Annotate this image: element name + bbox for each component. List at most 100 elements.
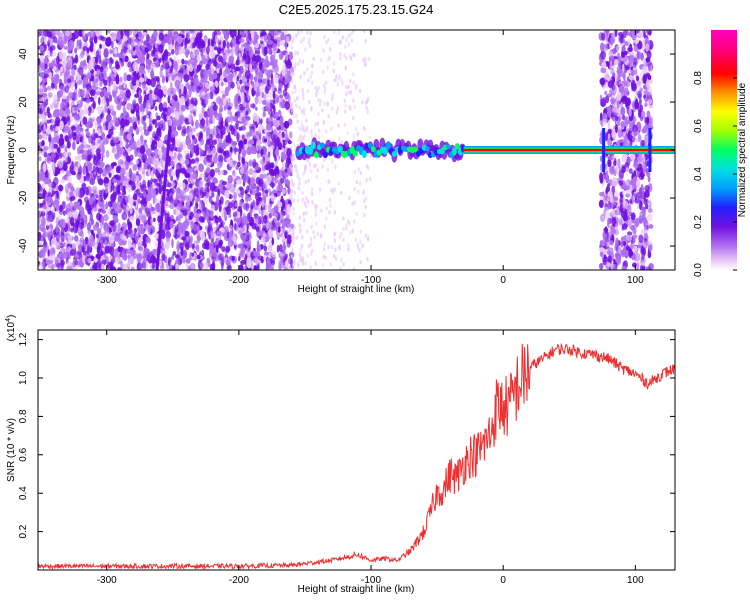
noise-speck: [216, 160, 223, 169]
noise-speck: [213, 46, 218, 51]
noise-speck: [52, 184, 56, 189]
noise-speck: [92, 165, 96, 173]
noise-speck: [206, 154, 212, 163]
noise-speck: [171, 254, 175, 260]
noise-speck: [133, 103, 136, 113]
noise-speck: [42, 231, 49, 238]
noise-speck: [609, 165, 615, 175]
noise-speck: [194, 119, 199, 130]
noise-speck: [137, 126, 144, 133]
noise-speck: [130, 266, 135, 270]
noise-speck: [185, 262, 189, 269]
noise-speck: [240, 165, 244, 175]
noise-speck: [212, 104, 218, 111]
noise-speck: [106, 30, 111, 34]
noise-speck: [128, 180, 133, 185]
noise-speck: [121, 35, 128, 43]
noise-speck: [196, 238, 201, 244]
noise-speck: [288, 54, 294, 60]
noise-speck: [265, 203, 269, 211]
noise-speck: [160, 169, 164, 179]
noise-speck: [72, 132, 78, 141]
noise-speck: [256, 114, 260, 124]
noise-speck: [646, 213, 653, 222]
noise-speck: [284, 42, 288, 51]
noise-speck: [274, 148, 280, 157]
noise-speck: [103, 48, 109, 59]
noise-speck: [210, 208, 214, 219]
noise-speck: [212, 114, 216, 125]
noise-speck: [159, 265, 165, 270]
noise-speck: [208, 195, 213, 204]
noise-speck: [155, 178, 158, 187]
noise-speck: [115, 228, 122, 235]
noise-speck: [62, 251, 69, 259]
noise-speck: [168, 61, 172, 67]
noise-speck: [187, 265, 192, 270]
noise-speck: [82, 116, 88, 125]
noise-speck: [249, 103, 256, 109]
noise-speck: [146, 256, 152, 262]
noise-speck: [86, 131, 91, 137]
noise-speck: [225, 259, 231, 266]
noise-speck: [123, 72, 128, 82]
noise-speck: [632, 262, 637, 268]
noise-speck: [108, 255, 113, 260]
noise-speck: [131, 76, 137, 87]
noise-speck: [263, 251, 269, 256]
noise-speck: [80, 231, 85, 239]
noise-speck: [152, 119, 156, 125]
noise-speck: [204, 182, 210, 188]
noise-speck: [191, 58, 198, 69]
noise-speck: [55, 232, 60, 242]
noise-speck: [191, 127, 197, 132]
noise-speck: [261, 78, 266, 85]
noise-speck: [117, 246, 122, 253]
noise-speck: [237, 243, 244, 249]
noise-speck: [276, 221, 281, 227]
noise-speck: [149, 38, 155, 47]
noise-speck: [228, 30, 233, 36]
noise-speck: [276, 244, 280, 253]
noise-speck: [101, 36, 107, 42]
noise-speck: [129, 216, 135, 221]
noise-speck: [194, 48, 200, 57]
noise-speck: [237, 206, 242, 213]
noise-speck: [127, 218, 130, 227]
noise-speck: [262, 93, 267, 100]
noise-speck: [254, 226, 260, 231]
noise-speck: [247, 161, 253, 166]
noise-speck: [272, 259, 275, 266]
noise-speck: [115, 74, 120, 85]
noise-speck: [100, 95, 106, 106]
noise-speck: [51, 117, 57, 126]
noise-speck: [188, 131, 193, 138]
noise-speck: [266, 257, 271, 265]
noise-speck: [272, 99, 276, 105]
noise-speck: [74, 165, 78, 172]
noise-speck: [220, 130, 224, 140]
noise-speck: [228, 194, 234, 200]
noise-speck: [54, 30, 60, 36]
noise-speck: [73, 114, 80, 121]
noise-speck: [111, 110, 117, 116]
noise-speck: [223, 225, 229, 235]
noise-speck: [262, 182, 266, 190]
noise-speck: [238, 152, 241, 162]
noise-speck: [274, 73, 279, 84]
noise-speck: [128, 196, 134, 206]
noise-speck: [279, 94, 284, 99]
noise-speck: [604, 211, 611, 221]
noise-speck: [641, 261, 646, 267]
noise-speck: [47, 111, 51, 118]
noise-speck: [115, 63, 120, 70]
noise-speck: [80, 218, 85, 226]
noise-speck: [265, 131, 271, 140]
noise-speck: [216, 230, 222, 237]
noise-speck: [199, 230, 203, 239]
noise-speck: [196, 254, 201, 260]
noise-speck: [128, 67, 133, 73]
noise-speck: [115, 117, 118, 122]
noise-speck: [219, 196, 224, 205]
noise-speck: [74, 260, 79, 266]
